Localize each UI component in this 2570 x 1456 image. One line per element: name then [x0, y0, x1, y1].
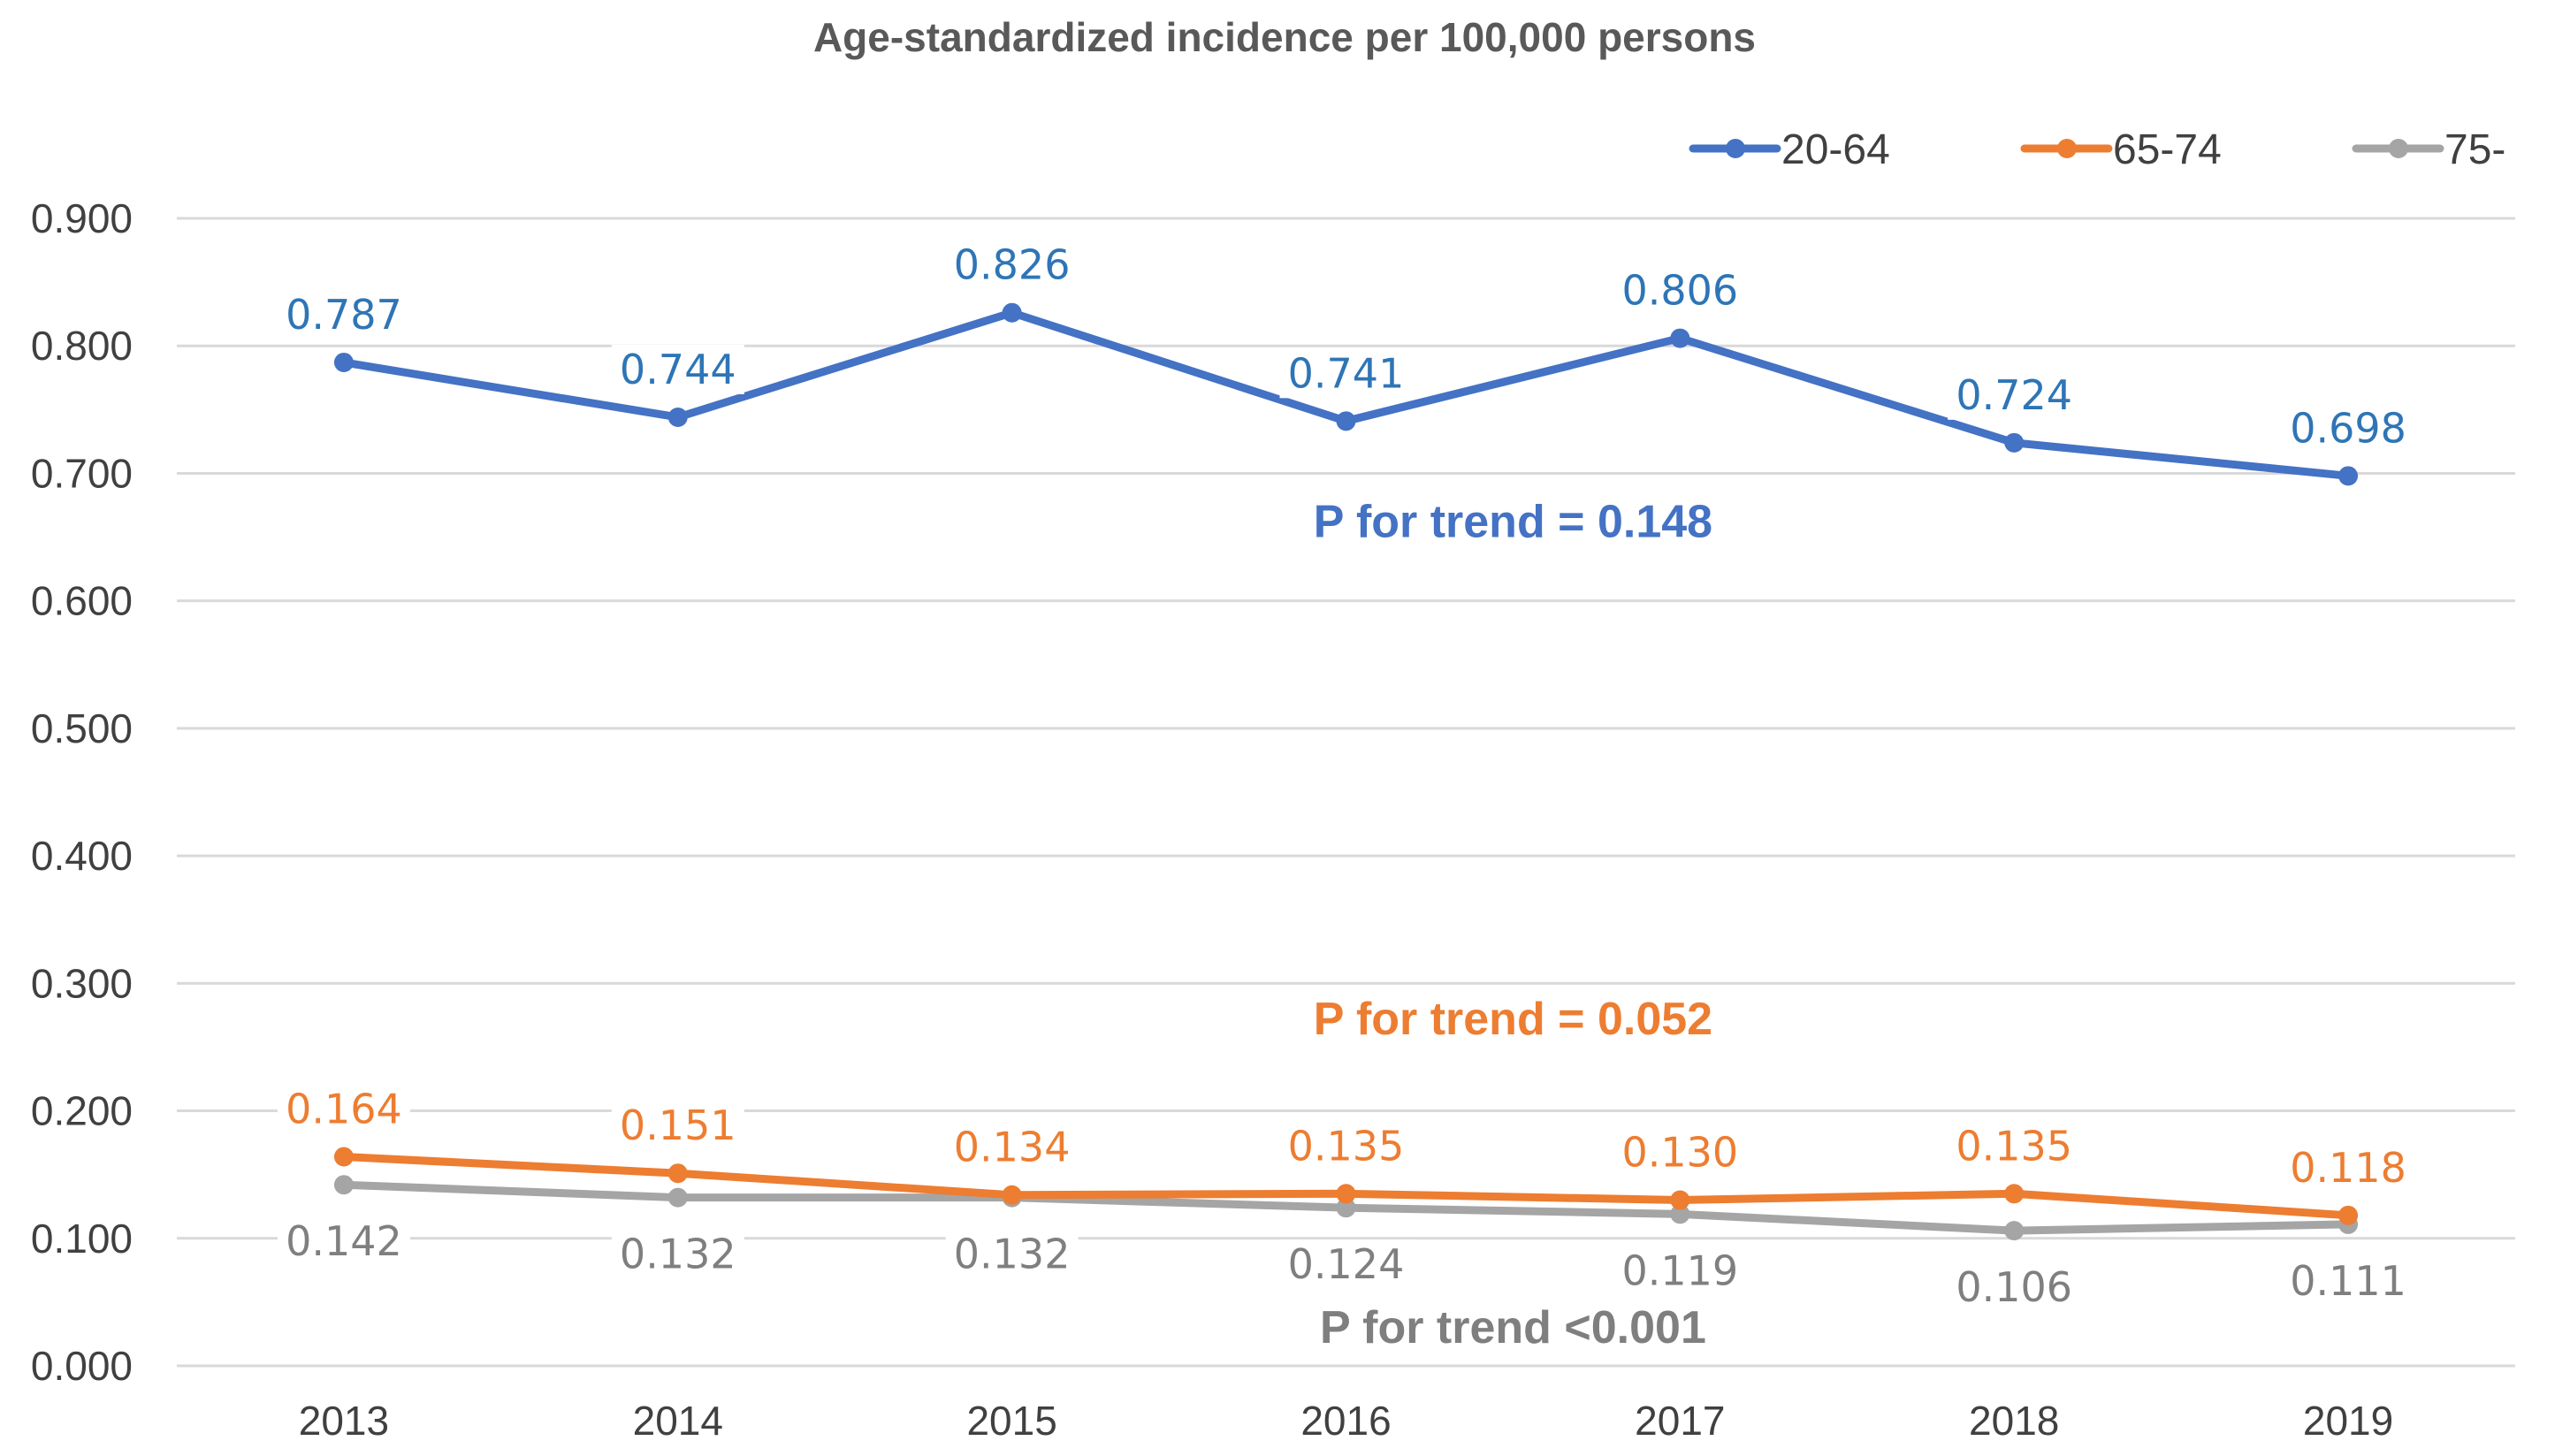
data-label-bg [1948, 1262, 2081, 1313]
data-label-bg [2282, 1255, 2415, 1306]
x-tick-label: 2015 [966, 1398, 1056, 1444]
data-label-bg [1279, 348, 1413, 399]
y-tick-label: 0.600 [31, 578, 133, 624]
data-label: 0.130 [1622, 1129, 1739, 1177]
data-point [1336, 1198, 1356, 1218]
y-tick-label: 0.300 [31, 960, 133, 1006]
legend-swatch-marker [2389, 139, 2408, 158]
y-tick-label: 0.200 [31, 1088, 133, 1134]
gridlines [177, 217, 2515, 1368]
data-label: 0.142 [286, 1217, 402, 1265]
legend: 20-64 65-74 75- [1689, 126, 2505, 173]
x-tick-label: 2019 [2303, 1398, 2393, 1444]
data-label: 0.806 [1622, 267, 1739, 315]
data-point [1002, 1185, 1022, 1205]
data-label-bg [945, 1122, 1079, 1172]
series-lines [333, 302, 2359, 1241]
x-tick-label: 2014 [633, 1398, 723, 1444]
y-axis-ticks: 0.000 0.100 0.200 0.300 0.400 0.500 0.600 0.700… [31, 195, 133, 1389]
x-tick-label: 2013 [299, 1398, 389, 1444]
data-label-bg [1279, 1121, 1413, 1171]
data-point [1670, 328, 1690, 348]
data-point [1002, 302, 1022, 323]
data-labels: 0.787 0.744 0.826 0.741 0.806 0.724 0.698 0.164… [277, 240, 2415, 1313]
legend-swatch-marker [2057, 139, 2077, 158]
data-label: 0.826 [954, 241, 1071, 289]
data-label-bg [945, 240, 1079, 290]
chart-title: Age-standardized incidence per 100,000 p… [813, 14, 1756, 60]
data-label: 0.698 [2290, 404, 2406, 452]
data-label-bg [1613, 265, 1747, 316]
data-label: 0.111 [2290, 1257, 2406, 1305]
y-tick-label: 0.700 [31, 450, 133, 496]
data-label-bg [611, 1101, 744, 1151]
legend-swatch-marker [1726, 139, 1745, 158]
data-label: 0.741 [1288, 349, 1405, 397]
trend-annotation: P for trend = 0.052 [1314, 994, 1712, 1045]
data-label-bg [2282, 1142, 2415, 1193]
data-label-bg [1948, 370, 2081, 420]
y-tick-label: 0.900 [31, 195, 133, 241]
data-label: 0.135 [1956, 1122, 2072, 1170]
data-label-bg [1613, 1246, 1747, 1296]
data-label: 0.151 [620, 1102, 736, 1149]
x-tick-label: 2016 [1300, 1398, 1391, 1444]
data-label: 0.124 [1288, 1240, 1405, 1288]
data-label-bg [945, 1229, 1079, 1279]
data-point [2338, 466, 2359, 486]
data-label: 0.787 [286, 291, 402, 339]
data-point [667, 1187, 688, 1208]
data-label-bg [277, 289, 410, 339]
data-point [2004, 432, 2025, 453]
x-axis-ticks: 2013 2014 2015 2016 2017 2018 2019 [299, 1398, 2393, 1444]
data-label-bg [611, 1229, 744, 1279]
data-label-bg [1613, 1127, 1747, 1178]
y-tick-label: 0.000 [31, 1343, 133, 1389]
trend-annotations: P for trend = 0.148 P for trend = 0.052 P … [1314, 497, 1712, 1353]
data-point [2004, 1184, 2025, 1204]
data-point [667, 1163, 688, 1184]
data-label-bg [277, 1216, 410, 1267]
data-label: 0.132 [620, 1231, 736, 1278]
trend-annotation: P for trend = 0.148 [1314, 497, 1712, 548]
trend-annotation: P for trend <0.001 [1320, 1302, 1706, 1353]
data-point [1670, 1190, 1690, 1210]
y-tick-label: 0.500 [31, 705, 133, 751]
data-label: 0.134 [954, 1124, 1071, 1171]
legend-label: 75- [2444, 126, 2505, 173]
x-tick-label: 2018 [1969, 1398, 2059, 1444]
data-label: 0.119 [1622, 1246, 1739, 1294]
data-label-bg [1948, 1121, 2081, 1171]
data-point [667, 407, 688, 427]
legend-label: 65-74 [2113, 126, 2222, 173]
data-point [2004, 1221, 2025, 1241]
data-point [333, 352, 354, 372]
data-point [1336, 411, 1356, 431]
y-tick-label: 0.800 [31, 323, 133, 369]
data-label-bg [277, 1084, 410, 1134]
data-point [333, 1175, 354, 1195]
data-label: 0.164 [286, 1085, 402, 1132]
data-label-bg [1279, 1239, 1413, 1290]
data-point [2338, 1205, 2359, 1225]
data-label-bg [611, 344, 744, 394]
x-tick-label: 2017 [1635, 1398, 1725, 1444]
legend-label: 20-64 [1781, 126, 1890, 173]
y-tick-label: 0.100 [31, 1216, 133, 1262]
data-label: 0.106 [1956, 1263, 2072, 1311]
data-label: 0.118 [2290, 1144, 2406, 1192]
data-label: 0.724 [1956, 371, 2072, 419]
data-point [1670, 1204, 1690, 1224]
data-label-bg [2282, 403, 2415, 454]
data-point [333, 1147, 354, 1167]
data-point [1336, 1184, 1356, 1204]
data-label: 0.132 [954, 1231, 1071, 1278]
data-label: 0.744 [620, 346, 736, 393]
y-tick-label: 0.400 [31, 833, 133, 879]
data-label: 0.135 [1288, 1122, 1405, 1170]
